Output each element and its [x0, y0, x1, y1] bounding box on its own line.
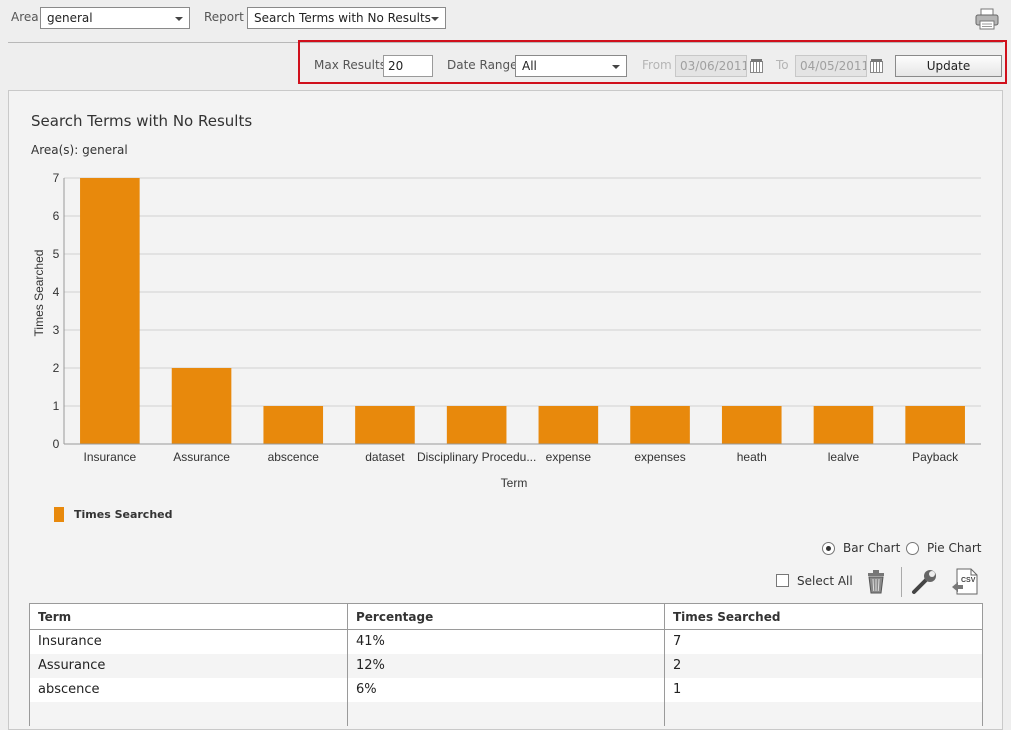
percentage-cell: 6% [347, 677, 665, 702]
date-range-select[interactable]: All [515, 55, 627, 77]
x-tick-label: dataset [365, 450, 405, 464]
report-areas: Area(s): general [31, 143, 128, 157]
area-label: Area [11, 10, 39, 24]
select-all-label[interactable]: Select All [797, 574, 853, 588]
x-tick-label: expense [546, 450, 592, 464]
y-tick-label: 6 [53, 209, 60, 223]
report-select[interactable]: Search Terms with No Results [247, 7, 446, 29]
table-header-row: Term Percentage Times Searched [29, 603, 983, 630]
report-select-value: Search Terms with No Results [254, 11, 431, 25]
bar-2[interactable] [263, 406, 324, 444]
table-row[interactable]: abscence 6% 1 [29, 677, 983, 702]
times-searched-cell: 1 [664, 677, 983, 702]
y-axis-title: Times Searched [32, 250, 46, 337]
table-row[interactable] [29, 701, 983, 726]
calendar-icon[interactable] [870, 59, 883, 73]
x-tick-label: lealve [828, 450, 860, 464]
date-range-label: Date Range [447, 58, 518, 72]
bar-8[interactable] [813, 406, 874, 444]
x-tick-label: expenses [634, 450, 685, 464]
bar-6[interactable] [630, 406, 690, 444]
update-button[interactable]: Update [895, 55, 1002, 77]
header-divider [8, 42, 1003, 43]
y-tick-label: 2 [53, 361, 60, 375]
times-searched-cell: 2 [664, 653, 983, 678]
bar-1[interactable] [171, 368, 232, 444]
report-label: Report [204, 10, 244, 24]
chevron-down-icon [175, 17, 183, 21]
x-tick-label: Insurance [83, 450, 136, 464]
to-label: To [776, 58, 789, 72]
from-date-input[interactable]: 03/06/2011 [675, 55, 747, 77]
calendar-icon[interactable] [750, 59, 763, 73]
pie-chart-label[interactable]: Pie Chart [927, 541, 982, 555]
percentage-column-header[interactable]: Percentage [347, 603, 665, 630]
y-tick-label: 5 [53, 247, 60, 261]
chart-tick-labels: 0 1 2 3 4 5 6 7 Insurance Assurance abscence datase… [53, 171, 960, 464]
x-tick-label: Disciplinary Procedu... [417, 450, 536, 464]
from-label: From [642, 58, 672, 72]
legend-label: Times Searched [74, 508, 173, 521]
chart-bars [80, 178, 965, 444]
y-tick-label: 1 [53, 399, 60, 413]
table-row[interactable]: Insurance 41% 7 [29, 629, 983, 654]
bar-3[interactable] [355, 406, 415, 444]
x-tick-label: Assurance [173, 450, 230, 464]
term-column-header[interactable]: Term [29, 603, 348, 630]
bar-0[interactable] [80, 178, 140, 444]
x-tick-label: Payback [912, 450, 959, 464]
date-range-value: All [522, 59, 537, 73]
x-axis-title: Term [501, 476, 528, 490]
bar-chart-radio[interactable] [822, 542, 835, 555]
wrench-icon[interactable] [911, 569, 939, 598]
filter-highlight [298, 40, 1007, 84]
actions-divider [901, 567, 902, 597]
times-searched-column-header[interactable]: Times Searched [664, 603, 983, 630]
term-cell: abscence [29, 677, 348, 702]
y-tick-label: 7 [53, 171, 60, 185]
max-results-label: Max Results [314, 58, 386, 72]
bar-chart: 0 1 2 3 4 5 6 7 Insurance Assurance abscence datase… [32, 171, 981, 490]
term-cell: Assurance [29, 653, 348, 678]
bar-chart-label[interactable]: Bar Chart [843, 541, 901, 555]
area-select[interactable]: general [40, 7, 190, 29]
bar-4[interactable] [446, 406, 507, 444]
y-tick-label: 0 [53, 437, 60, 451]
x-tick-label: heath [737, 450, 767, 464]
report-title: Search Terms with No Results [31, 112, 253, 130]
area-select-value: general [47, 11, 93, 25]
percentage-cell [347, 701, 665, 726]
legend-swatch [54, 507, 64, 522]
percentage-cell: 12% [347, 653, 665, 678]
chevron-down-icon [612, 65, 620, 69]
percentage-cell: 41% [347, 629, 665, 654]
y-tick-label: 3 [53, 323, 60, 337]
chevron-down-icon [431, 17, 439, 21]
x-tick-label: abscence [268, 450, 320, 464]
bar-5[interactable] [538, 406, 599, 444]
select-all-checkbox[interactable] [776, 574, 789, 587]
table-row[interactable]: Assurance 12% 2 [29, 653, 983, 678]
csv-export-icon[interactable]: CSV [951, 567, 979, 600]
y-tick-label: 4 [53, 285, 60, 299]
results-table: Term Percentage Times Searched Insurance… [29, 603, 983, 726]
trash-icon[interactable] [866, 570, 886, 597]
csv-text: CSV [961, 577, 976, 584]
to-date-input[interactable]: 04/05/2011 [795, 55, 867, 77]
times-searched-cell [664, 701, 983, 726]
pie-chart-radio[interactable] [906, 542, 919, 555]
term-cell: Insurance [29, 629, 348, 654]
bar-7[interactable] [721, 406, 782, 444]
term-cell [29, 701, 348, 726]
bar-9[interactable] [905, 406, 965, 444]
max-results-input[interactable]: 20 [383, 55, 433, 77]
times-searched-cell: 7 [664, 629, 983, 654]
print-icon[interactable] [975, 8, 999, 33]
